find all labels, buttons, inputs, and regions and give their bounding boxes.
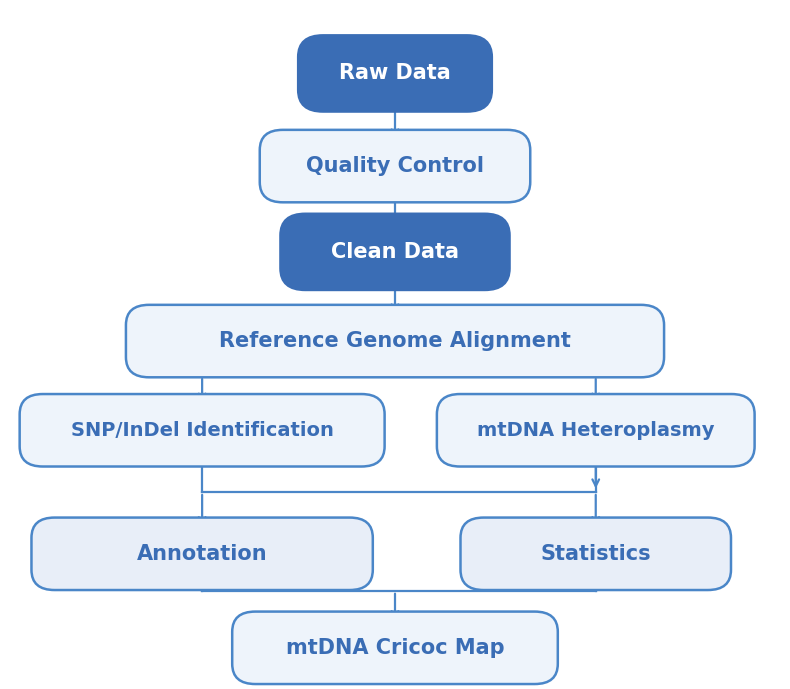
Text: mtDNA Cricoc Map: mtDNA Cricoc Map (286, 638, 504, 658)
Text: Quality Control: Quality Control (306, 156, 484, 176)
Text: SNP/InDel Identification: SNP/InDel Identification (70, 421, 333, 440)
FancyBboxPatch shape (232, 612, 558, 684)
FancyBboxPatch shape (461, 517, 731, 590)
FancyBboxPatch shape (298, 35, 492, 112)
Text: mtDNA Heteroplasmy: mtDNA Heteroplasmy (477, 421, 714, 440)
FancyBboxPatch shape (437, 394, 754, 466)
Text: Reference Genome Alignment: Reference Genome Alignment (219, 331, 571, 351)
FancyBboxPatch shape (260, 130, 530, 203)
Text: Annotation: Annotation (137, 544, 268, 564)
Text: Clean Data: Clean Data (331, 242, 459, 262)
FancyBboxPatch shape (32, 517, 373, 590)
Text: Raw Data: Raw Data (339, 63, 451, 83)
FancyBboxPatch shape (126, 305, 664, 378)
FancyBboxPatch shape (280, 214, 510, 290)
FancyBboxPatch shape (20, 394, 385, 466)
Text: Statistics: Statistics (540, 544, 651, 564)
